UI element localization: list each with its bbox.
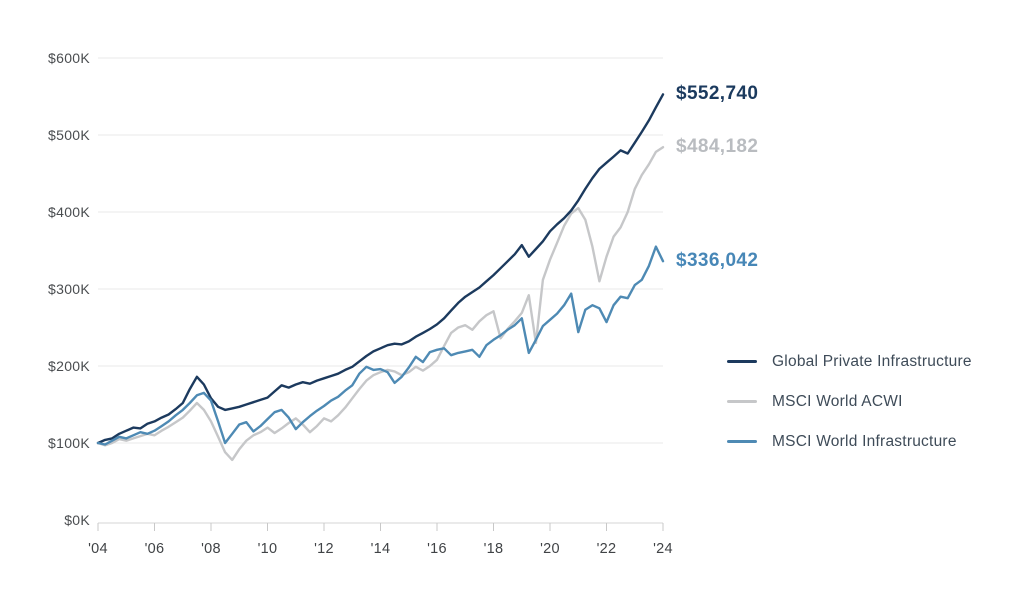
x-tick-label: '06 — [145, 541, 165, 557]
x-tick-label: '20 — [540, 541, 560, 557]
end-label-msci-world-acwi: $484,182 — [676, 136, 759, 158]
x-tick-label: '22 — [597, 541, 617, 557]
y-tick-label: $400K — [48, 204, 90, 220]
legend-label: MSCI World Infrastructure — [772, 432, 957, 450]
x-tick-label: '08 — [201, 541, 221, 557]
y-tick-label: $0K — [64, 512, 90, 528]
legend-item: MSCI World ACWI — [727, 390, 972, 413]
end-label-global-private-infrastructure: $552,740 — [676, 83, 759, 105]
series-line-msci-world-infrastructure — [96, 245, 665, 446]
x-tick-label: '04 — [88, 541, 108, 557]
legend-label: Global Private Infrastructure — [772, 352, 972, 370]
x-tick-label: '16 — [427, 541, 447, 557]
y-tick-label: $600K — [48, 50, 90, 66]
y-tick-label: $100K — [48, 435, 90, 451]
x-tick-label: '14 — [371, 541, 391, 557]
legend-item: MSCI World Infrastructure — [727, 430, 972, 453]
legend-line-swatch — [727, 360, 757, 363]
series-line-msci-world-acwi — [96, 145, 665, 462]
y-tick-label: $300K — [48, 281, 90, 297]
end-label-msci-world-infrastructure: $336,042 — [676, 250, 759, 272]
legend: Global Private Infrastructure MSCI World… — [727, 350, 972, 453]
series-line-global-private-infrastructure — [96, 93, 665, 445]
y-tick-label: $200K — [48, 358, 90, 374]
x-tick-label: '10 — [258, 541, 278, 557]
x-tick-label: '24 — [653, 541, 673, 557]
legend-line-swatch — [727, 400, 757, 403]
legend-line-swatch — [727, 440, 757, 443]
legend-item: Global Private Infrastructure — [727, 350, 972, 373]
x-tick-label: '18 — [484, 541, 504, 557]
legend-label: MSCI World ACWI — [772, 392, 903, 410]
y-tick-label: $500K — [48, 127, 90, 143]
x-tick-label: '12 — [314, 541, 334, 557]
